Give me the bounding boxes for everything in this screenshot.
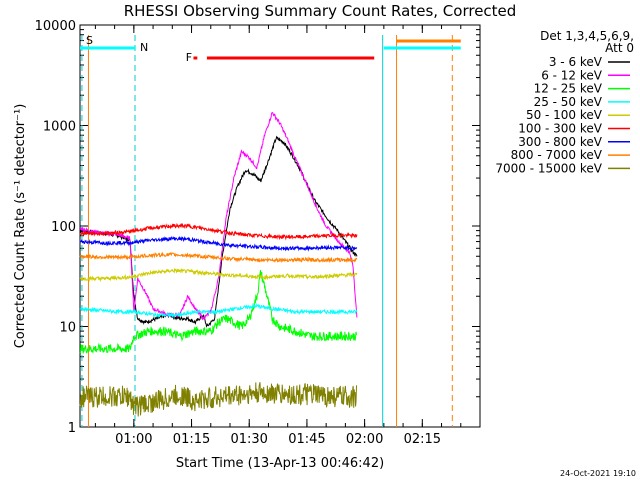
- x-axis-label: Start Time (13-Apr-13 00:46:42): [176, 456, 384, 471]
- y-tick-label: 10: [59, 321, 76, 336]
- series-line-2: [79, 270, 358, 355]
- series-line-5: [79, 222, 358, 241]
- series-line-6: [79, 235, 358, 252]
- legend-label: 100 - 300 keV: [518, 122, 602, 136]
- y-tick-label: 10000: [35, 19, 76, 34]
- series-line-4: [79, 267, 358, 283]
- legend-label: 300 - 800 keV: [518, 135, 602, 149]
- y-tick-label: 1000: [43, 120, 76, 135]
- legend-label: 7000 - 15000 keV: [495, 161, 602, 175]
- x-tick-label: 02:15: [404, 432, 441, 447]
- x-tick-label: 01:45: [288, 432, 325, 447]
- series-line-8: [79, 382, 358, 417]
- legend-label: 800 - 7000 keV: [511, 148, 603, 162]
- y-tick-label: 1: [68, 421, 76, 436]
- x-tick-label: 01:30: [230, 432, 267, 447]
- chart-title: RHESSI Observing Summary Count Rates, Co…: [124, 2, 517, 20]
- attenuator-label: S: [86, 34, 93, 47]
- flare-label: F: [186, 51, 192, 64]
- series-line-7: [79, 251, 358, 264]
- legend-header: Att 0: [605, 41, 634, 55]
- x-tick-label: 01:15: [173, 432, 210, 447]
- x-tick-label: 02:00: [346, 432, 383, 447]
- legend-header: Det 1,3,4,5,6,9,: [540, 29, 634, 43]
- plot-frame: [79, 24, 481, 428]
- footer-date: 24-Oct-2021 19:10: [560, 469, 636, 478]
- series-line-3: [79, 302, 358, 319]
- legend-label: 6 - 12 keV: [541, 68, 603, 82]
- legend-label: 3 - 6 keV: [549, 55, 603, 69]
- y-axis-label: Corrected Count Rate (s⁻¹ detector⁻¹): [13, 104, 28, 349]
- x-tick-label: 01:00: [115, 432, 152, 447]
- night-label: N: [140, 41, 148, 54]
- legend-label: 25 - 50 keV: [534, 95, 603, 109]
- legend-label: 12 - 25 keV: [534, 82, 603, 96]
- y-tick-label: 100: [51, 220, 76, 235]
- legend-label: 50 - 100 keV: [526, 108, 603, 122]
- series-line-1: [79, 112, 358, 321]
